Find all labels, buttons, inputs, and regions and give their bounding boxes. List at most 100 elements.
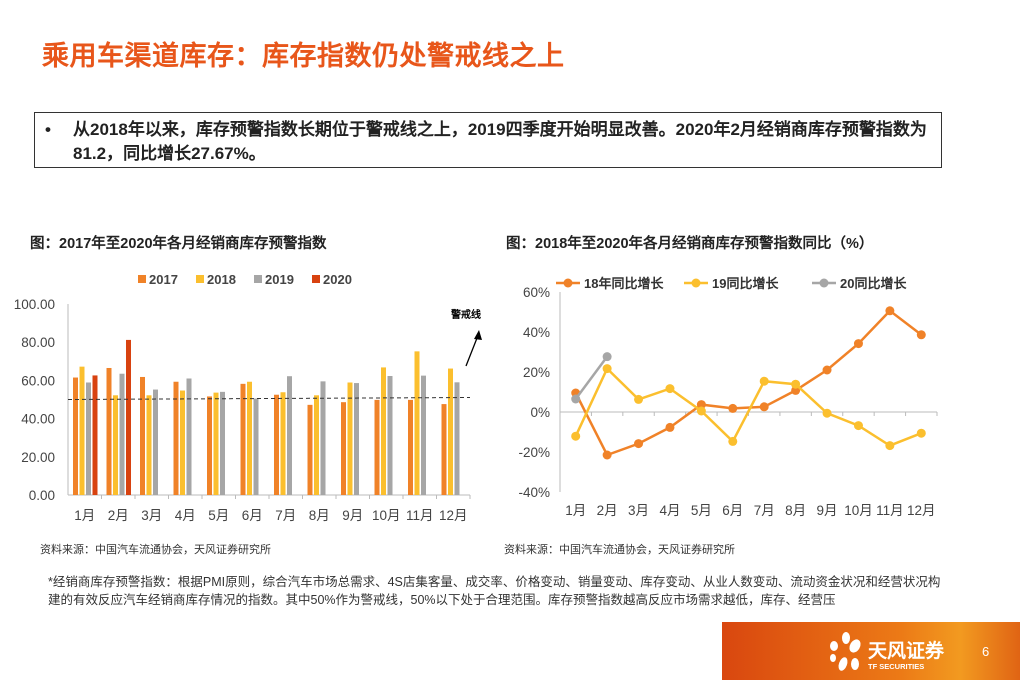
bar-2018 [381,367,386,495]
legend-label: 2019 [265,272,294,287]
summary-box: • 从2018年以来，库存预警指数长期位于警戒线之上，2019四季度开始明显改善… [34,112,942,168]
line-20同比增长 [574,355,609,400]
point-18年同比增长 [916,330,926,340]
point-18年同比增长 [885,306,895,316]
bar-2018 [280,392,286,495]
bar-chart-title: 图：2017年至2020年各月经销商库存预警指数 [30,236,327,252]
point-18年同比增长 [665,422,675,432]
y-tick-label: 20.00 [21,450,55,465]
warning-arrowhead [474,330,482,340]
x-tick-label: 9月 [342,508,363,523]
bar-2018 [113,395,118,495]
point-18年同比增长 [759,402,769,412]
y-tick-label: 20% [523,365,550,380]
point-18年同比增长 [853,339,863,349]
line-chart-title: 图：2018年至2020年各月经销商库存预警指数同比（%） [506,236,874,252]
bar-2019 [287,376,292,495]
summary-text: 从2018年以来，库存预警指数长期位于警戒线之上，2019四季度开始明显改善。2… [73,120,927,163]
bar-2018 [213,392,219,495]
point-19同比增长 [822,408,832,418]
bar-2020 [92,375,98,495]
bar-2017 [207,396,212,495]
line-18年同比增长 [574,309,923,457]
bar-2017 [106,367,112,495]
bar-2019 [253,398,259,495]
bar-2017 [173,381,179,495]
legend-marker [819,278,829,288]
bar-2019 [354,383,359,495]
line-chart-source: 资料来源：中国汽车流通协会，天风证券研究所 [504,544,735,556]
bar-chart-source: 资料来源：中国汽车流通协会，天风证券研究所 [40,544,271,556]
x-tick-label: 3月 [141,508,162,523]
x-tick-label: 4月 [175,508,196,523]
bar-2018 [347,382,353,495]
y-tick-label: 60.00 [21,373,55,388]
bar-2017 [441,404,447,495]
x-tick-label: 10月 [372,508,401,523]
bar-2017 [240,383,246,495]
y-tick-label: 0.00 [29,488,55,503]
bar-2018 [448,368,453,495]
x-tick-label: 5月 [691,503,712,518]
bar-2018 [247,381,252,495]
bar-2018 [180,390,185,495]
bar-2017 [274,394,279,495]
point-19同比增长 [602,364,612,374]
bar-2020 [126,339,131,495]
point-19同比增长 [853,421,863,431]
legend-label: 2017 [149,272,178,287]
x-tick-label: 11月 [406,508,434,523]
point-19同比增长 [791,379,801,389]
brand-name-cn: 天风证券 [868,641,945,662]
y-tick-label: 0% [530,405,550,420]
y-tick-label: 80.00 [21,335,55,350]
bar-2017 [341,402,346,495]
y-tick-label: -40% [518,485,550,500]
bar-2019 [320,381,326,495]
legend-label: 2018 [207,272,236,287]
point-19同比增长 [634,394,644,404]
warning-line-label: 警戒线 [450,308,481,321]
x-tick-label: 5月 [208,508,229,523]
point-19同比增长 [728,436,738,446]
point-19同比增长 [916,428,926,438]
point-18年同比增长 [822,365,832,375]
x-tick-label: 8月 [785,503,806,518]
x-tick-label: 1月 [565,503,586,518]
legend-swatch [196,275,204,283]
page-number: 6 [982,644,990,659]
bar-2019 [119,373,125,495]
bar-2017 [73,377,78,495]
bar-2019 [153,389,158,495]
point-19同比增长 [696,406,706,416]
x-tick-label: 3月 [628,503,649,518]
legend-swatch [254,275,262,283]
legend-marker [563,278,573,288]
y-tick-label: 40% [523,325,550,340]
bar-2019 [86,382,91,495]
line-19同比增长 [574,366,922,447]
y-tick-label: 40.00 [21,412,55,427]
bar-2019 [186,378,192,495]
legend-label: 19同比增长 [712,276,779,291]
x-tick-label: 6月 [722,503,743,518]
y-tick-label: -20% [518,445,550,460]
bar-2018 [79,366,85,495]
point-19同比增长 [759,376,769,386]
point-20同比增长 [571,394,581,404]
point-18年同比增长 [696,400,706,410]
bar-2017 [307,404,313,495]
x-tick-label: 8月 [309,508,330,523]
legend-swatch [312,275,320,283]
x-tick-label: 4月 [659,503,680,518]
bullet: • [45,120,51,139]
bar-2017 [408,399,413,495]
bar-2019 [454,382,460,495]
x-tick-label: 12月 [439,508,468,523]
bar-2018 [314,395,319,495]
bar-2018 [146,395,152,495]
x-tick-label: 11月 [876,503,904,518]
point-19同比增长 [885,441,895,451]
point-18年同比增长 [602,450,612,460]
